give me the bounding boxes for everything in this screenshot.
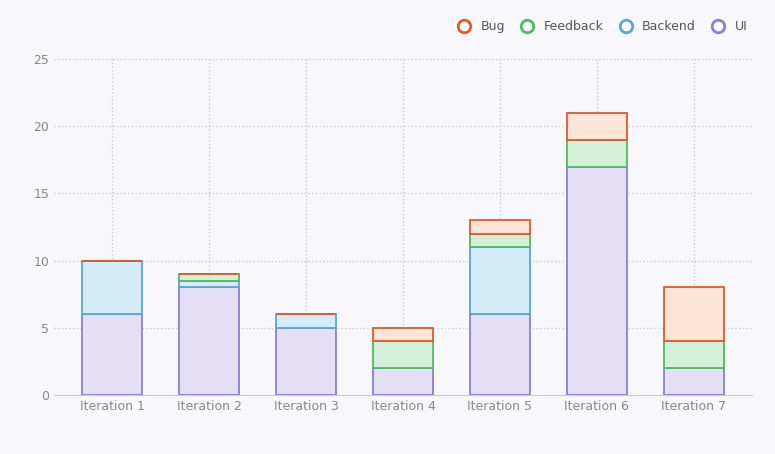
Bar xyxy=(179,287,239,395)
Bar xyxy=(567,167,627,395)
Bar xyxy=(470,247,530,314)
Bar xyxy=(82,261,143,314)
Bar xyxy=(663,341,724,368)
Bar xyxy=(663,368,724,395)
Bar xyxy=(179,274,239,281)
Bar xyxy=(470,314,530,395)
Bar xyxy=(567,113,627,140)
Legend: Bug, Feedback, Backend, UI: Bug, Feedback, Backend, UI xyxy=(446,15,753,38)
Bar xyxy=(276,314,336,328)
Bar xyxy=(567,140,627,167)
Bar xyxy=(373,368,433,395)
Bar xyxy=(663,287,724,341)
Bar xyxy=(276,328,336,395)
Bar xyxy=(373,328,433,341)
Bar xyxy=(179,281,239,287)
Bar xyxy=(82,314,143,395)
Bar xyxy=(373,341,433,368)
Bar xyxy=(470,220,530,234)
Bar xyxy=(470,234,530,247)
